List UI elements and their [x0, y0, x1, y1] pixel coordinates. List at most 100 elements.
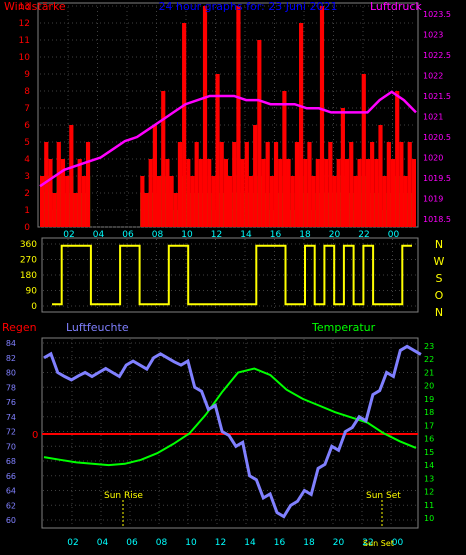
wind-bar: [344, 159, 350, 227]
wind-bar: [77, 159, 82, 227]
wind-y-tick: 10: [19, 53, 31, 63]
wind-bar: [294, 142, 300, 227]
wind-bar: [207, 159, 212, 227]
wind-bar: [361, 74, 366, 227]
rain-zero-label: 0: [32, 430, 38, 441]
wind-x-tick: 20: [329, 230, 341, 240]
wind-bar: [290, 176, 295, 227]
wind-bar: [194, 142, 199, 227]
humidity-y-tick: 82: [6, 354, 16, 363]
humidity-x-tick: 08: [156, 538, 168, 548]
compass-label: N: [435, 306, 443, 319]
wind-x-tick: 22: [358, 230, 369, 240]
wind-bar: [319, 6, 325, 227]
wind-bar: [85, 142, 91, 227]
wind-bar: [48, 159, 53, 227]
humidity-y-tick: 80: [6, 369, 16, 378]
humidity-x-tick: 16: [274, 538, 286, 548]
wind-x-tick: 02: [63, 230, 74, 240]
temperature-y-tick: 20: [424, 382, 434, 391]
wind-bar: [257, 40, 262, 227]
humidity-x-tick: 14: [244, 538, 256, 548]
wind-bar: [240, 159, 245, 227]
wind-bar: [299, 23, 304, 227]
humidity-x-tick: 10: [185, 538, 197, 548]
wind-y-tick: 5: [24, 138, 30, 148]
wind-bar: [253, 125, 258, 227]
wind-bar: [60, 159, 66, 227]
wind-bar: [286, 159, 291, 227]
wind-bar: [365, 159, 371, 227]
wind-bar: [81, 176, 86, 227]
pressure-axis-label: Luftdruck: [370, 0, 422, 13]
wind-bar: [148, 159, 153, 227]
wind-bar: [169, 176, 174, 227]
wind-x-tick: 10: [181, 230, 193, 240]
pressure-y-tick: 1019.5: [423, 174, 451, 183]
direction-y-tick: 270: [20, 256, 37, 266]
wind-bar: [336, 159, 341, 227]
pressure-y-tick: 1023.5: [423, 10, 451, 19]
temperature-y-tick: 16: [424, 435, 434, 444]
wind-x-tick: 00: [388, 230, 400, 240]
temperature-y-tick: 21: [424, 368, 434, 377]
temperature-y-tick: 14: [424, 461, 434, 470]
wind-bar: [399, 142, 404, 227]
wind-y-tick: 4: [24, 155, 30, 165]
wind-bar: [353, 176, 358, 227]
sunrise-label: Sun Rise: [104, 491, 143, 501]
wind-bar: [56, 142, 61, 227]
wind-bar: [165, 159, 170, 227]
humidity-y-tick: 74: [6, 413, 16, 422]
wind-bar: [73, 193, 78, 227]
wind-bar: [228, 176, 233, 227]
humidity-x-tick: 18: [303, 538, 315, 548]
temperature-y-tick: 12: [424, 488, 434, 497]
wind-bar: [44, 142, 49, 227]
wind-bar: [324, 159, 329, 227]
wind-bar: [273, 142, 279, 227]
humidity-y-tick: 84: [6, 339, 16, 348]
wind-bar: [265, 142, 270, 227]
compass-label: S: [436, 272, 443, 285]
wind-bar: [407, 142, 412, 227]
pressure-y-tick: 1019: [423, 195, 443, 204]
wind-y-tick: 2: [24, 189, 30, 199]
wind-bar: [374, 159, 379, 227]
wind-bar: [232, 142, 237, 227]
wind-bar: [198, 159, 203, 227]
humidity-x-tick: 06: [126, 538, 138, 548]
wind-bar: [340, 108, 345, 227]
wind-gust-bars: [40, 6, 416, 227]
humidity-y-tick: 64: [6, 487, 16, 496]
wind-bar: [403, 176, 408, 227]
humidity-y-ticks: 60 62 64 66 68 70 72 74 76 78 80 82 84: [6, 339, 16, 525]
chart-title: 24 hour graphs for: 23 Juni 2021: [159, 0, 338, 13]
compass-label: N: [435, 238, 443, 251]
direction-y-tick: 90: [26, 287, 38, 297]
humidity-y-tick: 72: [6, 428, 16, 437]
wind-y-tick: 12: [19, 19, 30, 29]
humidity-x-tick: 20: [333, 538, 345, 548]
wind-y-tick: 8: [24, 87, 30, 97]
pressure-y-tick: 1020: [423, 154, 443, 163]
wind-bar: [152, 125, 157, 227]
humidity-y-tick: 76: [6, 398, 16, 407]
humidity-y-tick: 62: [6, 501, 16, 510]
wind-bar: [219, 142, 224, 227]
wind-bar: [144, 193, 149, 227]
temperature-axis-label: Temperatur: [311, 321, 376, 334]
wind-bar: [202, 6, 208, 227]
pressure-y-ticks: 1018.5 1019 1019.5 1020 1020.5 1021 1021.5 1022…: [423, 10, 451, 224]
humidity-y-tick: 66: [6, 472, 16, 481]
temperature-y-tick: 13: [424, 474, 434, 483]
pressure-y-tick: 1023: [423, 31, 443, 40]
humidity-x-tick: 12: [215, 538, 226, 548]
wind-bar: [303, 159, 308, 227]
wind-y-tick: 11: [19, 36, 30, 46]
wind-bar: [386, 142, 391, 227]
wind-x-tick: 14: [240, 230, 252, 240]
humidity-y-tick: 60: [6, 516, 16, 525]
wind-x-tick: 12: [211, 230, 222, 240]
temperature-y-tick: 17: [424, 421, 434, 430]
